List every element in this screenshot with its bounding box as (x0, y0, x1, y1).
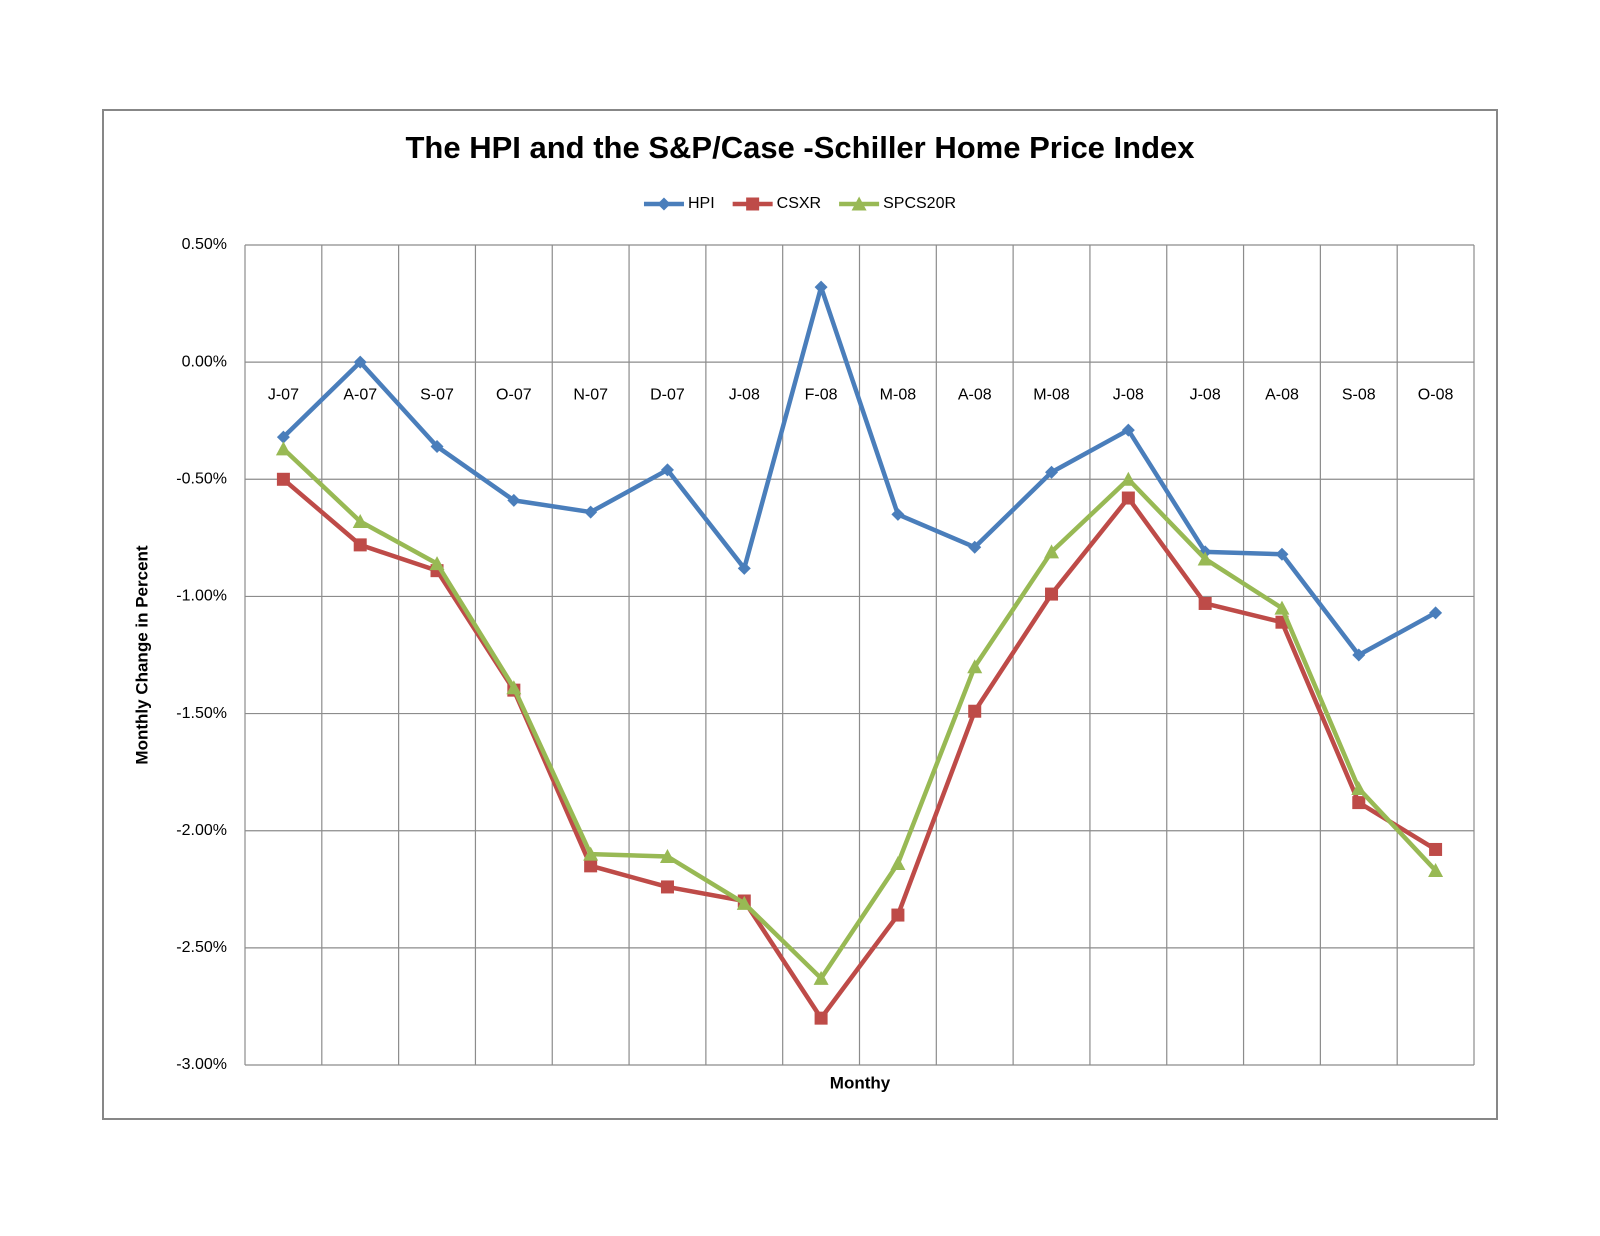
data-point (737, 561, 751, 575)
data-point (1044, 544, 1060, 559)
data-point (814, 1011, 828, 1025)
data-point (659, 848, 675, 863)
data-point (1045, 465, 1059, 479)
data-point (1198, 596, 1212, 610)
x-tick-label: O-08 (1418, 386, 1454, 403)
data-point (352, 513, 368, 528)
legend-marker (851, 196, 867, 211)
y-tick-label: 0.00% (182, 353, 227, 370)
series-line (281, 447, 1438, 981)
chart-title: The HPI and the S&P/Case -Schiller Home … (405, 130, 1195, 165)
data-point (276, 472, 290, 486)
data-point (1428, 863, 1444, 878)
series-line (281, 284, 1437, 658)
x-tick-label: J-08 (1190, 386, 1221, 403)
x-tick-label: J-08 (729, 386, 760, 403)
legend-marker (657, 197, 671, 211)
data-point (890, 856, 906, 871)
x-tick-label: N-07 (573, 386, 608, 403)
x-tick-label: J-07 (268, 386, 299, 403)
x-tick-label: F-08 (805, 386, 838, 403)
data-point (967, 659, 983, 674)
legend-label: CSXR (777, 195, 821, 212)
data-point (1045, 587, 1059, 601)
data-point (506, 680, 522, 695)
data-point (891, 507, 905, 521)
x-tick-label: O-07 (496, 386, 532, 403)
x-tick-label: D-07 (650, 386, 685, 403)
x-axis-title: Monthy (830, 1073, 891, 1092)
x-tick-label: A-08 (1265, 386, 1299, 403)
y-tick-label: -2.00% (176, 822, 227, 839)
data-point (584, 859, 598, 873)
data-point (1197, 551, 1213, 566)
x-tick-label: A-08 (958, 386, 992, 403)
data-point (813, 970, 829, 985)
y-axis-title: Monthly Change in Percent (132, 545, 151, 764)
data-point (1429, 842, 1443, 856)
data-point (968, 704, 982, 718)
data-point (814, 280, 828, 294)
x-tick-label: A-07 (343, 386, 377, 403)
y-tick-label: -2.50% (176, 939, 227, 956)
data-point (1121, 423, 1135, 437)
data-point (660, 880, 674, 894)
y-tick-label: -3.00% (176, 1056, 227, 1073)
x-tick-label: M-08 (1033, 386, 1070, 403)
data-point (429, 556, 445, 571)
x-tick-label: S-08 (1342, 386, 1376, 403)
chart-border (102, 109, 1498, 1120)
legend-label: HPI (688, 195, 715, 212)
x-tick-label: S-07 (420, 386, 454, 403)
legend-marker (746, 197, 760, 211)
data-point (1274, 600, 1290, 615)
data-point (736, 895, 752, 910)
data-point (507, 493, 521, 507)
x-tick-label: J-08 (1113, 386, 1144, 403)
data-point (1120, 471, 1136, 486)
legend-label: SPCS20R (883, 195, 956, 212)
y-tick-label: -1.50% (176, 705, 227, 722)
y-tick-label: 0.50% (182, 236, 227, 253)
data-point (353, 538, 367, 552)
data-point (1352, 648, 1366, 662)
data-point (891, 908, 905, 922)
data-point (968, 540, 982, 554)
data-point (660, 463, 674, 477)
data-point (353, 355, 367, 369)
data-point (583, 846, 599, 861)
data-point (1352, 796, 1366, 810)
data-point (1275, 547, 1289, 561)
data-point (275, 441, 291, 456)
data-point (430, 439, 444, 453)
data-point (1121, 491, 1135, 505)
data-point (1429, 606, 1443, 620)
data-point (1351, 781, 1367, 796)
y-tick-label: -1.00% (176, 588, 227, 605)
series-line (281, 477, 1437, 1021)
data-point (584, 505, 598, 519)
data-point (276, 430, 290, 444)
x-tick-label: M-08 (880, 386, 917, 403)
y-tick-label: -0.50% (176, 471, 227, 488)
